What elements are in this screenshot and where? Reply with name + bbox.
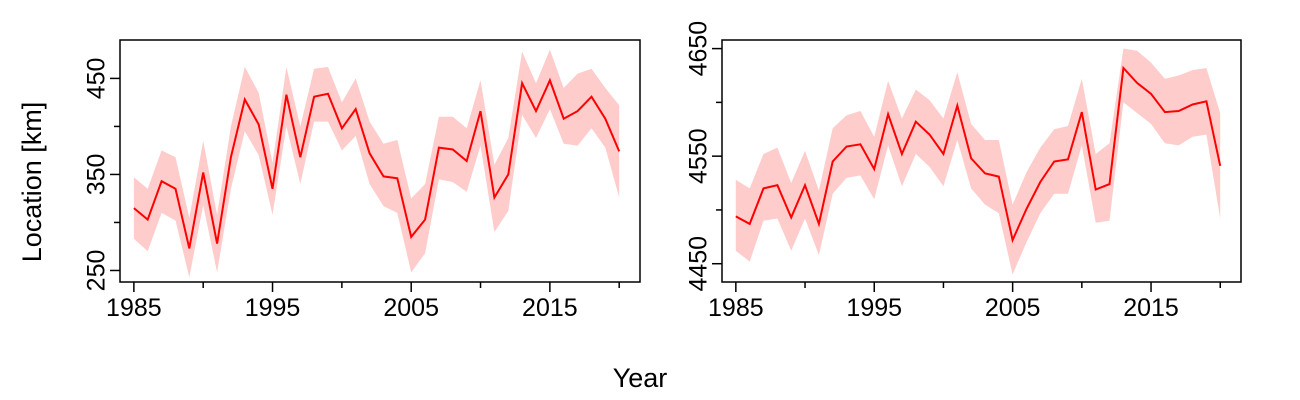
- y-axis-title: Location [km]: [17, 102, 47, 263]
- left-panel-y-tick-label: 350: [83, 154, 111, 196]
- left-panel-x-tick-label: 2005: [383, 294, 439, 322]
- right-panel-x-tick-label: 2005: [985, 294, 1041, 322]
- x-axis-title: Year: [613, 363, 668, 393]
- right-panel-x-tick-label: 2015: [1123, 294, 1179, 322]
- left-panel-y-tick-label: 250: [83, 250, 111, 292]
- left-panel-location-line: [133, 77, 621, 249]
- right-panel-y-tick-label: 4650: [685, 21, 713, 77]
- right-panel: 1985 1995 2005 2015 4450 4550 4650: [685, 21, 1242, 322]
- left-panel-y-tick-label: 450: [83, 58, 111, 100]
- left-panel-x-tick-label: 1985: [106, 294, 162, 322]
- right-panel-location-line: [735, 65, 1222, 244]
- left-panel-x-tick-label: 1995: [245, 294, 301, 322]
- right-panel-y-tick-label: 4450: [685, 236, 713, 292]
- right-panel-frame: [721, 39, 1242, 283]
- left-panel: 1985 1995 2005 2015 250 350 450: [83, 39, 641, 322]
- right-panel-confidence-band: [735, 48, 1221, 275]
- right-panel-x-tick-label: 1985: [708, 294, 764, 322]
- right-panel-x-tick-label: 1995: [846, 294, 902, 322]
- left-panel-frame: [119, 39, 641, 283]
- right-panel-y-tick-label: 4550: [685, 128, 713, 184]
- left-panel-x-tick-label: 2015: [522, 294, 578, 322]
